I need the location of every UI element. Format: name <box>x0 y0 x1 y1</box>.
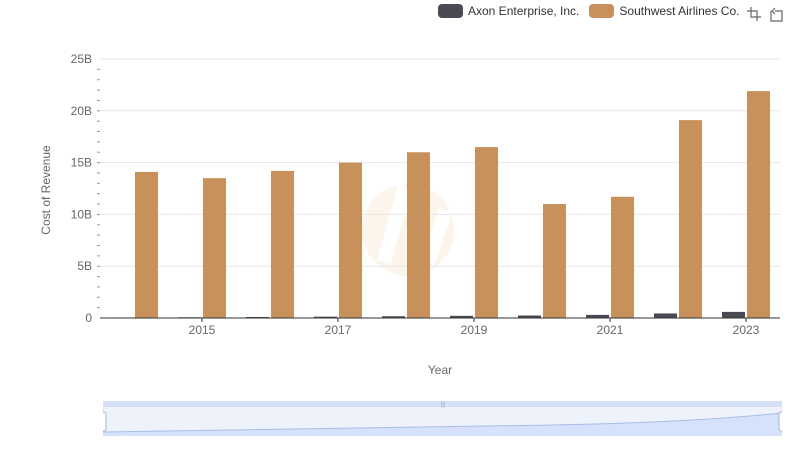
bar-axon-2018[interactable] <box>382 316 405 318</box>
slider-preview-line <box>103 412 782 433</box>
restore-icon[interactable] <box>768 6 784 22</box>
y-tick-label: 20B <box>71 104 92 118</box>
x-tick-label: 2017 <box>325 323 352 337</box>
bar-axon-2022[interactable] <box>654 313 677 318</box>
legend-item-southwest[interactable]: Southwest Airlines Co. <box>589 4 739 18</box>
slider-preview-area <box>103 413 782 436</box>
slider-handle-left[interactable] <box>103 411 107 432</box>
bar-southwest-2023[interactable] <box>747 91 770 318</box>
bar-axon-2017[interactable] <box>314 316 337 318</box>
bar-axon-2023[interactable] <box>722 311 745 318</box>
bar-axon-2021[interactable] <box>586 314 609 318</box>
slider-grip[interactable]: ||| <box>441 402 446 408</box>
y-tick-label: 5B <box>77 259 92 273</box>
y-axis-title: Cost of Revenue <box>39 145 53 235</box>
bar-axon-2020[interactable] <box>518 315 541 318</box>
legend-swatch-axon <box>438 4 463 18</box>
bar-southwest-2014[interactable] <box>135 171 158 318</box>
x-axis-title: Year <box>428 363 452 377</box>
y-tick-label: 10B <box>71 207 92 221</box>
bar-southwest-2016[interactable] <box>271 170 294 318</box>
zoom-icon[interactable] <box>746 6 762 22</box>
legend-item-axon[interactable]: Axon Enterprise, Inc. <box>438 4 579 18</box>
legend-label-axon: Axon Enterprise, Inc. <box>468 4 580 18</box>
bar-axon-2016[interactable] <box>246 316 269 318</box>
legend-label-southwest: Southwest Airlines Co. <box>619 4 740 18</box>
bar-axon-2019[interactable] <box>450 315 473 318</box>
bar-southwest-2022[interactable] <box>679 120 702 319</box>
y-tick-label: 15B <box>71 156 92 170</box>
y-tick-label: 0 <box>85 311 92 325</box>
x-tick-label: 2019 <box>461 323 488 337</box>
bar-southwest-2021[interactable] <box>611 196 634 318</box>
toolbox <box>746 6 784 22</box>
x-tick-label: 2015 <box>189 323 216 337</box>
slider-window[interactable] <box>103 401 782 407</box>
data-zoom-slider[interactable]: ||| <box>103 401 782 436</box>
bar-southwest-2019[interactable] <box>475 147 498 318</box>
bar-southwest-2017[interactable] <box>339 162 362 318</box>
y-tick-label: 25B <box>71 52 92 66</box>
legend: Axon Enterprise, Inc. Southwest Airlines… <box>438 4 739 18</box>
bar-southwest-2015[interactable] <box>203 178 226 318</box>
x-tick-label: 2021 <box>597 323 624 337</box>
slider-handle-right[interactable] <box>778 411 782 432</box>
x-tick-label: 2023 <box>733 323 760 337</box>
bar-southwest-2020[interactable] <box>543 204 566 318</box>
legend-swatch-southwest <box>589 4 615 18</box>
bar-southwest-2018[interactable] <box>407 152 430 318</box>
